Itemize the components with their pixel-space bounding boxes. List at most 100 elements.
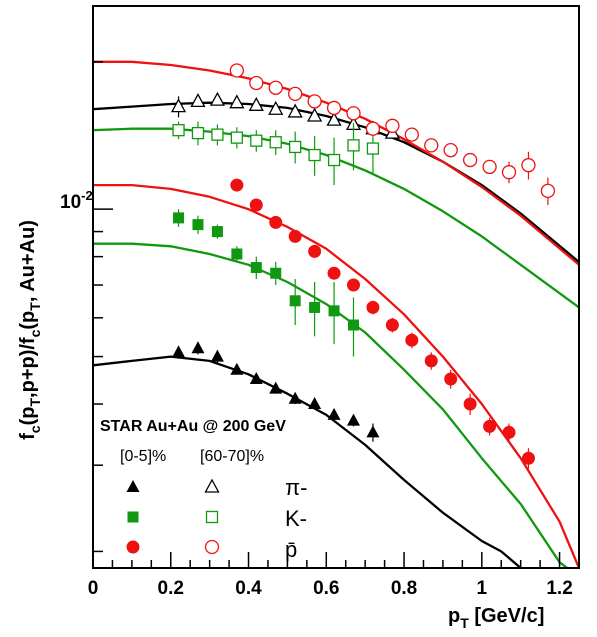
data-point-s0-10 [366, 425, 380, 438]
fit-curve-1 [92, 355, 522, 569]
data-point-s5-8 [385, 118, 400, 133]
legend-marker-central-1 [127, 511, 139, 523]
data-point-s5-0 [229, 63, 245, 78]
data-point-s2-8 [328, 305, 340, 317]
data-point-s5-2 [268, 80, 283, 95]
data-point-s3-6 [289, 140, 302, 154]
data-point-s4-8 [385, 318, 399, 332]
data-points [170, 63, 556, 469]
data-point-s3-1 [191, 126, 205, 140]
data-point-s0-4 [249, 371, 263, 384]
data-point-s1-5 [268, 100, 284, 115]
data-point-s0-6 [288, 391, 302, 404]
data-point-s2-2 [211, 226, 223, 238]
data-point-s1-3 [229, 94, 245, 109]
data-point-s5-14 [501, 165, 517, 180]
data-point-s5-3 [288, 86, 303, 102]
x-tick-label: 1.2 [546, 578, 572, 599]
data-point-s1-6 [287, 103, 303, 118]
data-point-s2-5 [270, 267, 282, 279]
data-point-s0-8 [327, 407, 341, 420]
data-point-s5-15 [521, 158, 536, 173]
legend-markers [126, 478, 220, 555]
legend-label-kaon: K- [285, 506, 307, 531]
data-point-s2-6 [289, 295, 301, 307]
y-tick-label-1e-2: 10-2 [60, 188, 93, 213]
data-point-s5-11 [443, 142, 458, 158]
legend-marker-central-0 [126, 480, 140, 492]
x-tick-label: 0.6 [313, 578, 339, 599]
data-point-s5-9 [404, 127, 419, 142]
data-point-s5-13 [482, 159, 497, 175]
data-point-s0-1 [191, 341, 205, 354]
data-point-s1-4 [248, 96, 264, 111]
data-point-s3-5 [269, 136, 282, 149]
y-axis-title: fc(pT,p+p)/fc(pT, Au+Au) [17, 220, 43, 440]
data-point-s5-16 [540, 183, 556, 199]
data-point-s2-3 [231, 248, 243, 260]
data-point-s3-9 [347, 139, 360, 152]
data-point-s5-12 [462, 152, 478, 168]
data-point-s4-2 [269, 215, 283, 229]
data-point-s5-1 [249, 75, 264, 91]
data-point-s4-6 [346, 278, 360, 292]
data-point-s4-15 [521, 451, 535, 465]
data-point-s3-8 [327, 153, 341, 167]
data-point-s4-9 [405, 333, 419, 347]
x-tick-label: 0.8 [391, 578, 417, 599]
data-point-s0-3 [230, 362, 244, 375]
data-point-s0-2 [210, 349, 224, 362]
data-point-s2-9 [347, 319, 359, 331]
x-tick-label: 0 [88, 578, 99, 599]
plot-frame [92, 5, 580, 569]
data-point-s3-0 [172, 124, 185, 137]
fit-curve-0 [92, 101, 580, 263]
data-point-s2-1 [192, 219, 204, 231]
legend-label-antiproton: p̄ [285, 537, 297, 562]
data-point-s0-5 [269, 381, 283, 394]
data-point-s4-12 [463, 397, 477, 411]
legend-marker-peripheral-1 [205, 510, 219, 524]
data-point-s4-4 [308, 244, 322, 258]
data-point-s4-7 [366, 300, 380, 314]
data-point-s4-3 [288, 229, 302, 243]
annotation-text: STAR Au+Au @ 200 GeV [100, 418, 286, 435]
data-point-s1-1 [190, 93, 206, 108]
legend-label-pion: π- [285, 475, 308, 500]
fit-curves [92, 60, 581, 569]
data-point-s3-4 [250, 134, 263, 147]
data-point-s3-2 [211, 128, 224, 141]
data-point-s4-1 [249, 198, 263, 212]
data-point-s0-0 [172, 345, 186, 358]
data-point-s1-0 [170, 98, 187, 113]
data-point-s5-4 [307, 94, 322, 109]
data-point-s4-0 [230, 178, 244, 192]
axis-ticks [92, 61, 580, 568]
data-point-s1-8 [326, 111, 342, 126]
data-point-s4-14 [502, 425, 516, 439]
data-point-s5-6 [346, 106, 361, 121]
data-point-s4-5 [327, 266, 341, 280]
data-point-s3-10 [366, 142, 380, 155]
fit-curve-2 [93, 60, 580, 266]
x-tick-labels: 0 0.2 0.4 0.6 0.8 1 1.2 [88, 578, 573, 599]
x-tick-label: 0.2 [158, 578, 184, 599]
x-tick-label: 1 [477, 578, 488, 599]
data-point-s4-13 [483, 419, 497, 433]
legend-col-central: [0-5]% [120, 448, 166, 465]
data-point-s2-4 [250, 262, 262, 274]
x-axis-title: pT [GeV/c] [448, 605, 544, 631]
data-point-s4-11 [444, 372, 458, 386]
data-point-s0-7 [308, 397, 322, 410]
fit-curve-3 [92, 127, 580, 309]
data-point-s2-7 [309, 301, 321, 313]
data-point-s3-3 [230, 131, 244, 144]
data-point-s3-7 [308, 148, 321, 162]
data-point-s1-7 [307, 107, 323, 122]
data-point-s5-7 [365, 121, 381, 136]
legend-marker-peripheral-0 [204, 478, 220, 493]
fit-curve-5 [93, 242, 568, 569]
data-point-s2-0 [173, 212, 185, 224]
x-tick-label: 0.4 [235, 578, 262, 599]
